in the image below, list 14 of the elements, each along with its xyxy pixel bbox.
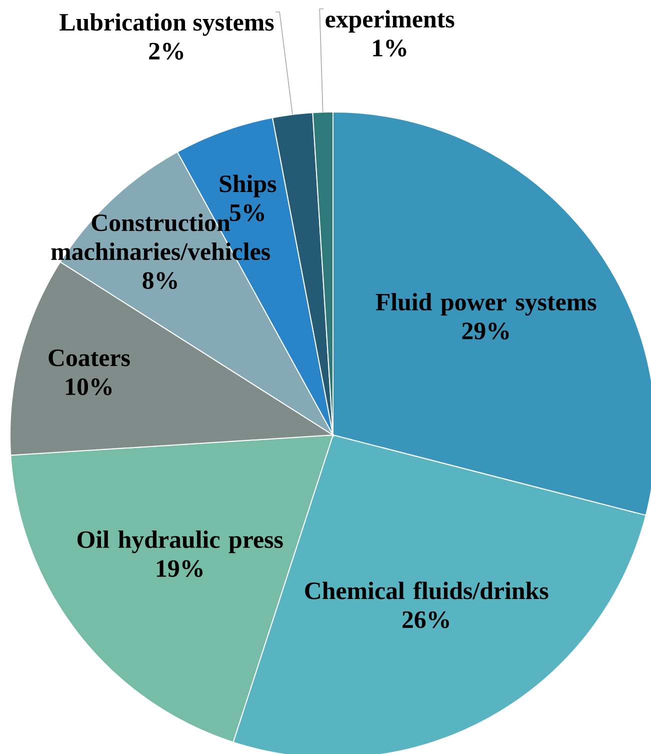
slice-label: Ships <box>220 174 276 198</box>
slice-label: experiments <box>326 10 454 33</box>
data-label: 2% <box>149 42 184 60</box>
slice-label: Coaters <box>48 350 130 366</box>
slice-label: Fluid power systems <box>376 292 596 316</box>
data-label: 29% <box>462 322 509 340</box>
data-label: 1% <box>373 40 406 57</box>
data-label: 10% <box>66 378 112 396</box>
slice-label: Oil hydraulic press <box>78 530 283 554</box>
data-label: 19% <box>156 560 202 578</box>
data-label: 26% <box>402 611 449 628</box>
slice-label: Lubrication systems <box>60 13 274 36</box>
slice-label: Chemical fluids/drinks <box>305 581 548 600</box>
data-label: 8% <box>142 272 177 290</box>
